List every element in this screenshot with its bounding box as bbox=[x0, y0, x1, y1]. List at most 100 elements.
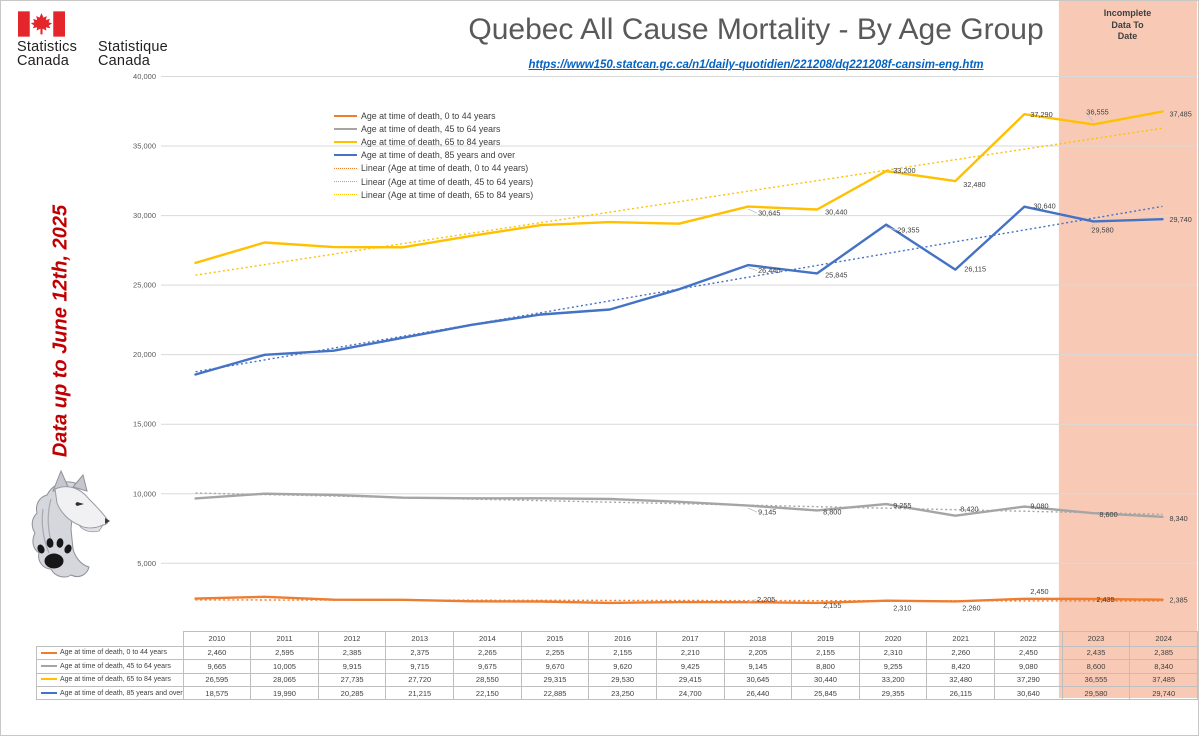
value-cell: 9,665 bbox=[182, 659, 252, 674]
year-header-cell: 2013 bbox=[385, 631, 455, 647]
year-header-cell: 2016 bbox=[588, 631, 657, 647]
wolf-logo-image bbox=[31, 469, 110, 578]
value-cell: 37,485 bbox=[1129, 672, 1198, 687]
value-cell: 2,255 bbox=[520, 645, 590, 661]
y-axis-tick-label: 25,000 bbox=[133, 281, 156, 290]
year-header-cell: 2014 bbox=[453, 631, 522, 647]
source-link-row: https://www150.statcan.gc.ca/n1/daily-qu… bbox=[301, 55, 1198, 73]
data-label: 2,450 bbox=[1030, 587, 1048, 596]
year-header-cell: 2012 bbox=[317, 631, 387, 647]
value-cell: 22,150 bbox=[453, 685, 522, 701]
legend-key-solid-line bbox=[334, 154, 357, 157]
year-header-cell: 2017 bbox=[655, 631, 725, 647]
value-cell: 2,450 bbox=[994, 645, 1063, 661]
legend-key-dotted-line bbox=[334, 194, 357, 196]
value-cell: 2,595 bbox=[250, 645, 319, 661]
value-cell: 9,080 bbox=[994, 659, 1063, 674]
data-label: 2,310 bbox=[893, 604, 911, 613]
value-cell: 19,990 bbox=[250, 685, 319, 701]
value-cell: 9,670 bbox=[520, 659, 590, 674]
data-label: 25,845 bbox=[825, 270, 847, 279]
data-cutoff-note: Data up to June 12th, 2025 bbox=[49, 204, 72, 458]
value-cell: 26,115 bbox=[926, 685, 996, 701]
year-header-cell: 2020 bbox=[858, 631, 928, 647]
year-header-cell: 2018 bbox=[723, 631, 793, 647]
data-label: 2,435 bbox=[1096, 595, 1114, 604]
legend-key-solid-line bbox=[334, 114, 357, 117]
year-header-cell: 2021 bbox=[926, 631, 996, 647]
value-cell: 9,255 bbox=[858, 659, 928, 674]
legend-key-line bbox=[41, 691, 57, 694]
legend-item: Linear (Age at time of death, 45 to 64 y… bbox=[334, 175, 533, 188]
label-leader-line bbox=[886, 226, 897, 231]
value-cell: 33,200 bbox=[858, 672, 928, 687]
value-cell: 26,595 bbox=[182, 672, 252, 687]
data-label: 36,555 bbox=[1086, 107, 1108, 116]
data-label: 9,080 bbox=[1030, 502, 1048, 511]
value-cell: 21,215 bbox=[385, 685, 455, 701]
chart-data-table: 2010 2011 2012 2013 2014 2015 2016 2017 2018 2019… bbox=[36, 631, 1198, 701]
value-cell: 2,435 bbox=[1061, 645, 1131, 661]
data-label: 2,260 bbox=[962, 603, 980, 612]
incomplete-data-note: Incomplete Data To Date bbox=[1058, 8, 1197, 43]
data-label: 8,800 bbox=[823, 507, 841, 516]
table-corner-cell bbox=[37, 632, 184, 647]
trendline-65-84 bbox=[195, 127, 1163, 276]
legend-label: Age at time of death, 65 to 84 years bbox=[361, 136, 501, 147]
value-cell: 23,250 bbox=[588, 685, 657, 701]
incomplete-note-line: Date bbox=[1117, 31, 1138, 41]
label-leader-line bbox=[747, 507, 758, 513]
value-cell: 29,740 bbox=[1129, 685, 1198, 701]
year-header-cell: 2010 bbox=[182, 631, 252, 647]
series-line-45-64 bbox=[194, 492, 1164, 518]
value-cell: 29,530 bbox=[588, 672, 657, 687]
value-cell: 2,385 bbox=[317, 645, 387, 661]
value-cell: 9,915 bbox=[317, 659, 387, 674]
value-cell: 2,260 bbox=[926, 645, 996, 661]
source-link[interactable]: https://www150.statcan.gc.ca/n1/daily-qu… bbox=[528, 59, 984, 71]
label-leader-line bbox=[747, 208, 758, 214]
row-label-cell: Age at time of death, 85 years and over bbox=[36, 685, 184, 701]
year-header-cell: 2024 bbox=[1129, 631, 1198, 647]
table-row: Age at time of death, 0 to 44 years 2,460… bbox=[36, 645, 1198, 661]
data-label: 37,290 bbox=[1030, 110, 1052, 119]
label-leader-line bbox=[747, 267, 758, 271]
data-label: 26,115 bbox=[964, 265, 986, 274]
table-row: Age at time of death, 65 to 84 years 26,5… bbox=[36, 672, 1198, 687]
chart-legend: Age at time of death, 0 to 44 years Age a… bbox=[334, 109, 533, 201]
value-cell: 9,675 bbox=[453, 659, 522, 674]
value-cell: 29,315 bbox=[520, 672, 590, 687]
legend-key-line bbox=[41, 665, 57, 668]
legend-item: Linear (Age at time of death, 65 to 84 y… bbox=[334, 188, 533, 201]
data-label: 29,740 bbox=[1169, 215, 1191, 224]
canada-flag-icon bbox=[18, 11, 65, 37]
table-header-row: 2010 2011 2012 2013 2014 2015 2016 2017 2018 2019… bbox=[37, 631, 1198, 647]
data-label: 37,485 bbox=[1169, 109, 1191, 118]
legend-key-solid-line bbox=[334, 127, 357, 130]
value-cell: 9,425 bbox=[655, 659, 725, 674]
value-cell: 26,440 bbox=[723, 685, 793, 701]
value-cell: 29,580 bbox=[1061, 685, 1131, 701]
value-cell: 8,420 bbox=[926, 659, 996, 674]
incomplete-data-region bbox=[1058, 1, 1197, 698]
data-label: 9,255 bbox=[893, 501, 911, 510]
legend-key-line bbox=[41, 651, 57, 654]
value-cell: 2,375 bbox=[385, 645, 455, 661]
row-label-cell: Age at time of death, 0 to 44 years bbox=[36, 645, 184, 661]
value-cell: 8,800 bbox=[791, 659, 860, 674]
legend-label: Linear (Age at time of death, 45 to 64 y… bbox=[361, 176, 534, 187]
series-line-0-44 bbox=[194, 595, 1164, 605]
value-cell: 28,550 bbox=[453, 672, 522, 687]
label-leader-line bbox=[1085, 111, 1094, 123]
legend-item: Age at time of death, 85 years and over bbox=[334, 149, 533, 162]
incomplete-note-line: Data To bbox=[1111, 19, 1144, 30]
table-row: Age at time of death, 45 to 64 years 9,66… bbox=[36, 659, 1198, 674]
legend-key-dotted-line bbox=[334, 167, 357, 169]
legend-key-dotted-line bbox=[334, 181, 357, 183]
legend-label: Linear (Age at time of death, 0 to 44 ye… bbox=[361, 163, 529, 174]
data-label: 2,205 bbox=[757, 595, 775, 604]
legend-label: Age at time of death, 0 to 44 years bbox=[361, 110, 496, 121]
value-cell: 2,460 bbox=[182, 645, 252, 661]
